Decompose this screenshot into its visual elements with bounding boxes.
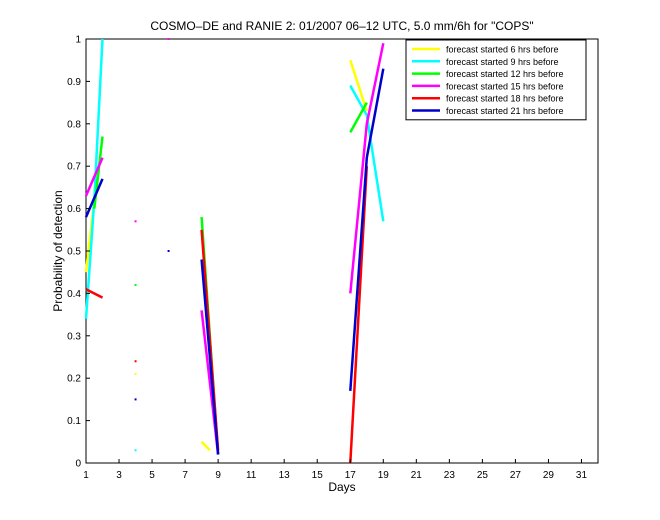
- x-axis-label: Days: [328, 480, 355, 494]
- series-line: [349, 59, 368, 112]
- x-tick-label: 5: [149, 470, 155, 481]
- y-tick-label: 0.5: [67, 247, 81, 258]
- series-line: [200, 259, 220, 455]
- x-tick-label: 27: [510, 470, 522, 481]
- legend-item: forecast started 21 hrs before: [412, 106, 564, 116]
- data-point: [167, 38, 170, 40]
- data-point: [134, 360, 137, 363]
- y-tick-label: 0: [75, 459, 81, 470]
- y-tick-label: 0.1: [67, 416, 81, 427]
- x-tick-label: 13: [279, 470, 291, 481]
- legend-label: forecast started 6 hrs before: [446, 45, 559, 55]
- x-tick-label: 3: [116, 470, 122, 481]
- series-line: [349, 68, 385, 391]
- legend-box: [405, 39, 587, 121]
- legend-item: forecast started 18 hrs before: [412, 94, 564, 104]
- series-line: [84, 157, 104, 197]
- series-line: [84, 178, 104, 218]
- data-point: [134, 283, 137, 286]
- data-point: [134, 398, 137, 401]
- x-tick-label: 7: [182, 470, 188, 481]
- x-tick-label: 21: [411, 470, 423, 481]
- legend-item: forecast started 6 hrs before: [412, 45, 559, 55]
- series-line: [349, 42, 385, 294]
- legend-label: forecast started 18 hrs before: [446, 94, 564, 104]
- y-axis-label: Probability of detection: [51, 190, 65, 311]
- x-tick-label: 19: [378, 470, 390, 481]
- legend-label: forecast started 12 hrs before: [446, 69, 564, 79]
- series-line: [200, 440, 211, 452]
- series-layer: [84, 38, 385, 464]
- x-tick-label: 23: [444, 470, 456, 481]
- y-tick-label: 0.8: [67, 119, 81, 130]
- y-tick-label: 0.6: [67, 204, 81, 215]
- legend-item: forecast started 15 hrs before: [412, 81, 564, 91]
- legend-item: forecast started 12 hrs before: [412, 69, 564, 79]
- series-line: [85, 288, 104, 299]
- y-tick-label: 0.7: [67, 162, 81, 173]
- y-tick-label: 0.2: [67, 374, 81, 385]
- axis-layer: 1 3 5 7 9 11 13 15 17 19 21 23 25 27 29 3100.10.20.30.4…: [67, 35, 587, 482]
- legend-label: forecast started 9 hrs before: [446, 57, 559, 67]
- y-tick-label: 1: [75, 35, 81, 46]
- series-6: [84, 68, 385, 455]
- series-line: [349, 84, 385, 222]
- chart-title: COSMO–DE and RANIE 2: 01/2007 06–12 UTC,…: [150, 19, 533, 33]
- series-line: [349, 166, 369, 464]
- x-tick-label: 25: [477, 470, 489, 481]
- x-tick-label: 31: [576, 470, 588, 481]
- y-tick-label: 0.9: [67, 77, 81, 88]
- x-tick-label: 29: [543, 470, 555, 481]
- data-point: [134, 372, 137, 375]
- y-tick-label: 0.4: [67, 289, 81, 300]
- legend-label: forecast started 21 hrs before: [446, 106, 564, 116]
- legend-label: forecast started 15 hrs before: [446, 81, 564, 91]
- y-tick-label: 0.3: [67, 331, 81, 342]
- data-point: [134, 220, 137, 223]
- series-line: [349, 101, 368, 133]
- legend: forecast started 6 hrs before forecast st…: [405, 39, 587, 121]
- legend-item: forecast started 9 hrs before: [412, 57, 559, 67]
- data-point: [167, 250, 170, 252]
- x-tick-label: 1: [83, 470, 89, 481]
- x-tick-label: 15: [312, 470, 324, 481]
- x-tick-label: 11: [246, 470, 257, 481]
- x-tick-label: 9: [215, 470, 221, 481]
- data-point: [134, 449, 137, 452]
- x-tick-label: 17: [345, 470, 357, 481]
